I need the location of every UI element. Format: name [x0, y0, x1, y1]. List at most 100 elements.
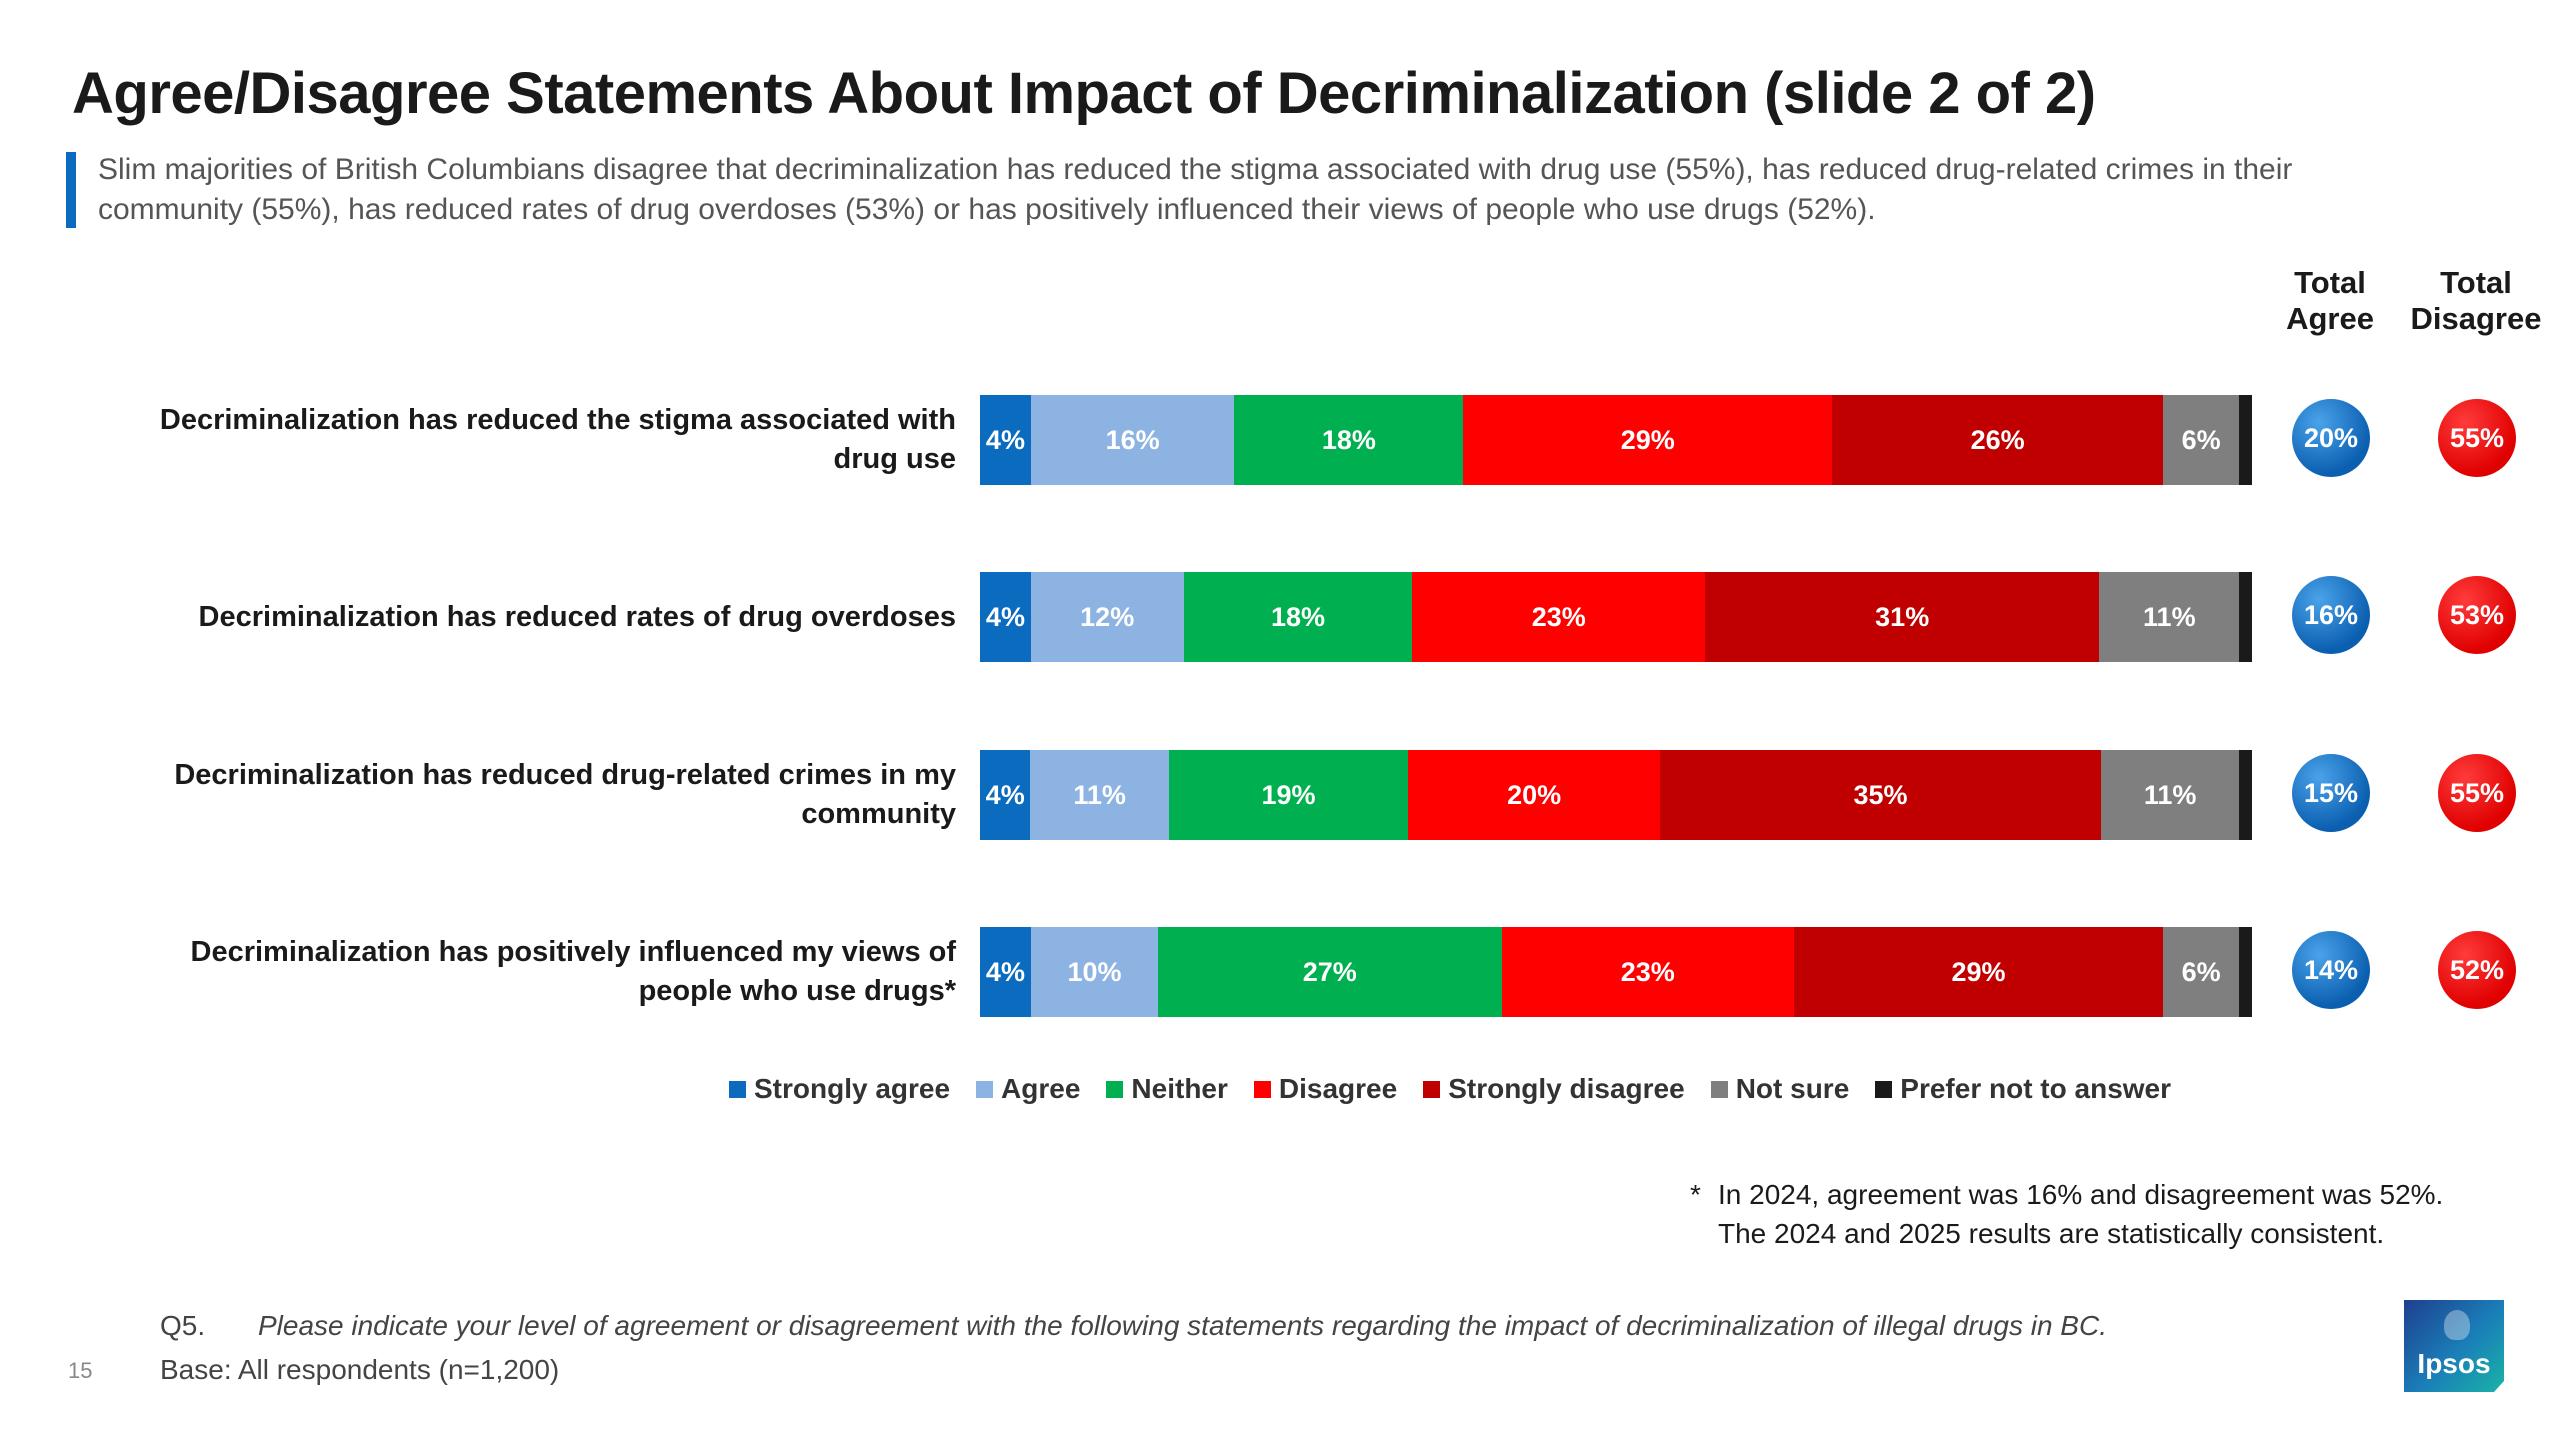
bar-segment-strongly-disagree: 26% — [1832, 395, 2163, 485]
bar-segment-strongly-disagree: 31% — [1705, 572, 2100, 662]
total-disagree-badge: 53% — [2438, 576, 2516, 654]
legend-swatch — [1423, 1080, 1441, 1098]
stacked-bar-row: 4% 16% 18% 29% 26% 6% — [980, 395, 2252, 485]
data-label: 31% — [1875, 601, 1930, 632]
data-label: 6% — [2181, 424, 2221, 455]
total-agree-badge: 14% — [2292, 931, 2370, 1009]
legend-swatch — [1253, 1080, 1271, 1098]
bar-segment-agree: 12% — [1030, 572, 1184, 662]
question-text: Please indicate your level of agreement … — [258, 1310, 2107, 1341]
page-number: 15 — [68, 1358, 93, 1383]
data-label: 20% — [1507, 779, 1562, 810]
data-label: 12% — [1080, 601, 1135, 632]
data-label: 4% — [985, 956, 1025, 987]
data-label: 29% — [1951, 956, 2006, 987]
bar-segment-agree: 16% — [1030, 395, 1235, 485]
legend-label: Strongly agree — [753, 1073, 951, 1104]
data-label: 26% — [1970, 424, 2025, 455]
ipsos-logo: Ipsos — [2404, 1300, 2504, 1392]
data-label: 11% — [2143, 779, 2197, 810]
data-label: 19% — [1261, 779, 1316, 810]
legend-label: Neither — [1131, 1073, 1228, 1104]
legend-swatch — [728, 1080, 746, 1098]
logo-mark-icon — [2444, 1310, 2470, 1340]
bar-segment-not-sure: 11% — [2100, 750, 2240, 840]
legend-item-neither: Neither — [1106, 1073, 1228, 1105]
bar-segment-not-sure: 6% — [2162, 395, 2240, 485]
bar-segment-not-sure: 6% — [2162, 927, 2240, 1017]
data-label: 16% — [1105, 424, 1160, 455]
footnote-line-2: The 2024 and 2025 results are statistica… — [1718, 1218, 2385, 1249]
legend-item-strongly-agree: Strongly agree — [728, 1073, 951, 1105]
data-label: 6% — [2181, 956, 2221, 987]
legend-item-prefer-not: Prefer not to answer — [1875, 1073, 2171, 1105]
chart-legend: Strongly agree Agree Neither Disagree Strong… — [0, 1073, 2560, 1105]
data-label: 18% — [1270, 601, 1326, 632]
data-label: 11% — [1073, 779, 1126, 810]
data-label: 29% — [1620, 424, 1675, 455]
bar-segment-disagree: 23% — [1412, 572, 1706, 662]
data-label: 11% — [2143, 601, 2196, 632]
stacked-bar-row: 4% 11% 19% 20% 35% 11% — [980, 750, 2252, 840]
base-text: Base: All respondents (n=1,200) — [160, 1354, 560, 1385]
statement-label: Decriminalization has reduced the stigma… — [159, 404, 956, 475]
total-disagree-badge: 55% — [2438, 399, 2516, 477]
data-label: 4% — [985, 601, 1025, 632]
data-label: 27% — [1302, 956, 1357, 987]
data-label: 18% — [1321, 424, 1376, 455]
legend-label: Disagree — [1278, 1073, 1398, 1104]
legend-swatch — [1710, 1080, 1728, 1098]
total-disagree-badge: 52% — [2438, 931, 2516, 1009]
total-agree-header: Total Agree — [2286, 265, 2374, 336]
legend-label: Prefer not to answer — [1900, 1073, 2172, 1104]
logo-text: Ipsos — [2417, 1348, 2491, 1379]
total-agree-badge: 15% — [2292, 754, 2370, 832]
footnote-line-1: In 2024, agreement was 16% and disagreem… — [1718, 1179, 2444, 1210]
bar-segment-disagree: 20% — [1408, 750, 1661, 840]
data-label: 23% — [1620, 956, 1675, 987]
bar-segment-neither: 18% — [1183, 572, 1413, 662]
bar-segment-strongly-agree: 4% — [980, 750, 1031, 840]
bar-segment-agree: 11% — [1030, 750, 1169, 840]
question-number: Q5. — [160, 1310, 206, 1341]
total-agree-badge: 16% — [2292, 576, 2370, 654]
bar-segment-prefer-not — [2239, 572, 2252, 662]
data-label: 10% — [1067, 956, 1122, 987]
legend-item-strongly-disagree: Strongly disagree — [1423, 1073, 1685, 1105]
legend-swatch — [1106, 1080, 1124, 1098]
page-title: Agree/Disagree Statements About Impact o… — [72, 61, 2096, 126]
bar-segment-disagree: 29% — [1463, 395, 1833, 485]
bar-segment-neither: 19% — [1168, 750, 1409, 840]
legend-item-agree: Agree — [976, 1073, 1080, 1105]
bar-segment-strongly-agree: 4% — [980, 395, 1031, 485]
data-label: 4% — [985, 424, 1025, 455]
statement-label: Decriminalization has reduced rates of d… — [198, 600, 956, 633]
bar-segment-neither: 18% — [1234, 395, 1464, 485]
bar-segment-prefer-not — [2239, 395, 2252, 485]
legend-swatch — [1875, 1080, 1893, 1098]
footnote: * In 2024, agreement was 16% and disagre… — [1690, 1175, 2443, 1253]
legend-swatch — [976, 1080, 994, 1098]
bar-segment-not-sure: 11% — [2099, 572, 2240, 662]
legend-item-disagree: Disagree — [1253, 1073, 1398, 1105]
legend-label: Strongly disagree — [1448, 1073, 1685, 1104]
bar-segment-disagree: 23% — [1501, 927, 1795, 1017]
total-disagree-badge: 55% — [2438, 754, 2516, 832]
bar-segment-prefer-not — [2239, 927, 2252, 1017]
bar-segment-strongly-disagree: 35% — [1660, 750, 2101, 840]
subtitle-accent-bar — [66, 152, 76, 228]
legend-label: Not sure — [1735, 1073, 1850, 1104]
bar-segment-strongly-agree: 4% — [980, 572, 1031, 662]
bar-segment-strongly-disagree: 29% — [1794, 927, 2163, 1017]
page-subtitle: Slim majorities of British Columbians di… — [98, 153, 2293, 226]
statement-label: Decriminalization has reduced drug-relat… — [174, 759, 956, 830]
footnote-star: * — [1690, 1179, 1701, 1210]
bar-segment-neither: 27% — [1158, 927, 1502, 1017]
data-label: 4% — [985, 779, 1025, 810]
legend-item-not-sure: Not sure — [1710, 1073, 1850, 1105]
total-disagree-header: Total Disagree — [2410, 265, 2542, 336]
bar-segment-agree: 10% — [1030, 927, 1159, 1017]
data-label: 23% — [1531, 601, 1586, 632]
total-agree-badge: 20% — [2292, 399, 2370, 477]
data-label: 35% — [1853, 779, 1908, 810]
